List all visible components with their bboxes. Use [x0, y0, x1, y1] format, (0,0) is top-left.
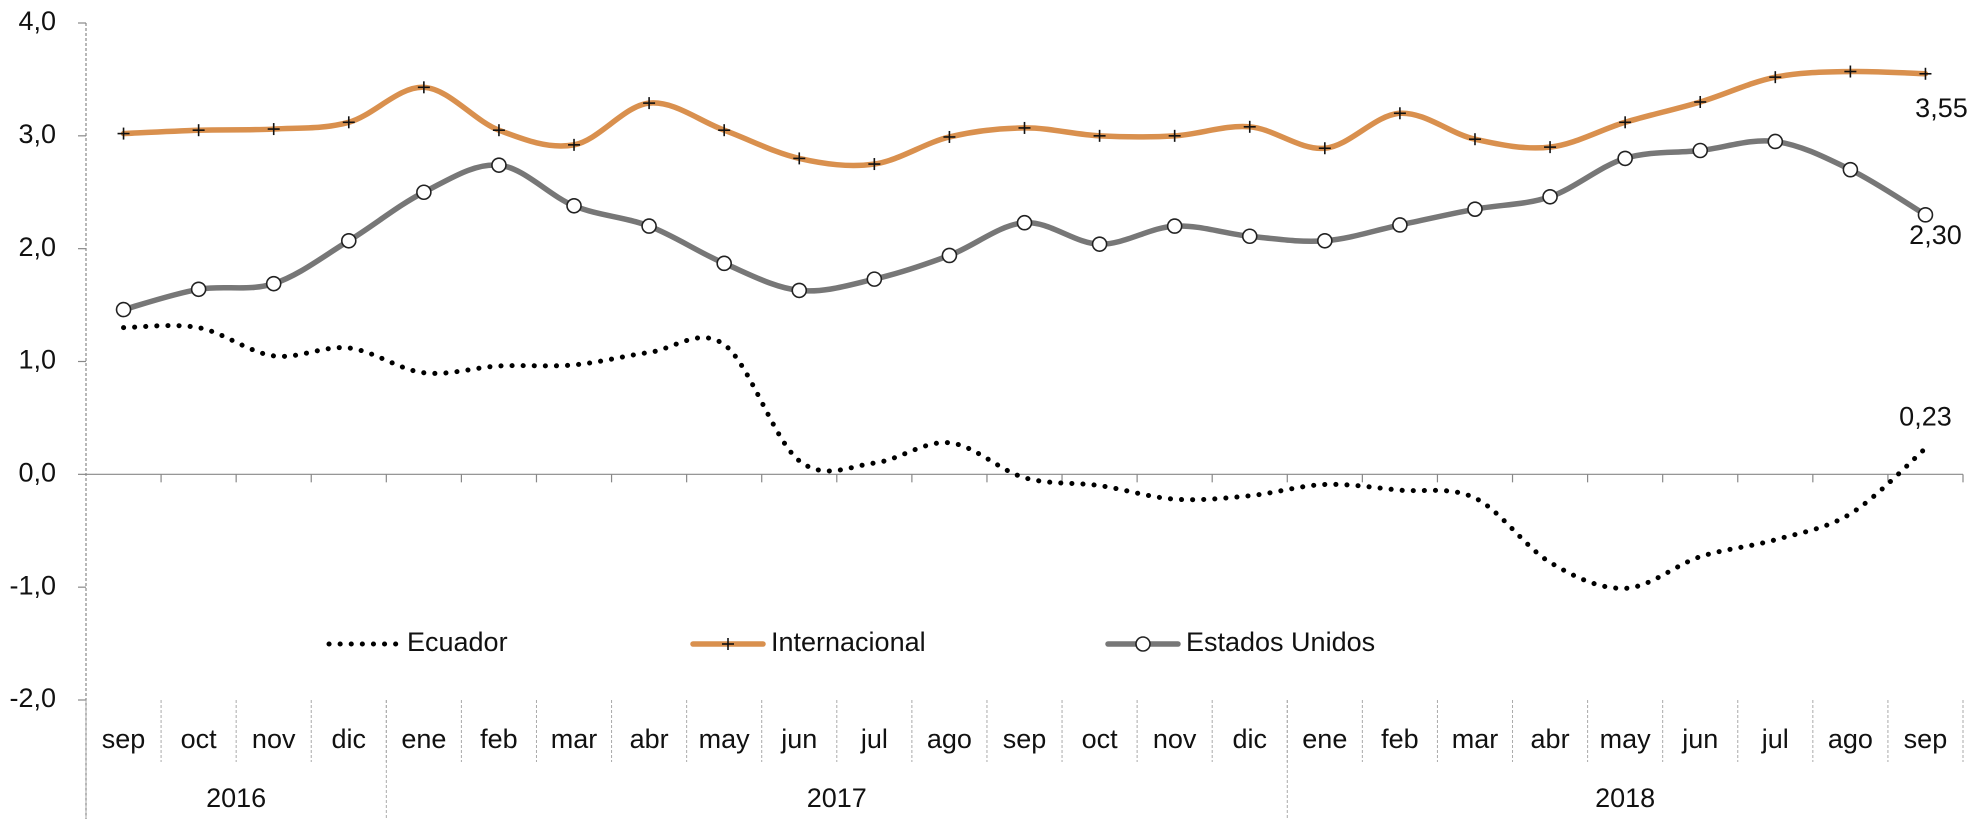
x-tick-label: abr — [1531, 724, 1570, 754]
x-tick-label: oct — [1082, 724, 1119, 754]
point-marker — [1243, 120, 1256, 133]
x-tick-label: ago — [1828, 724, 1873, 754]
point-marker — [1166, 218, 1183, 234]
point-marker — [868, 158, 881, 171]
legend-item: Ecuador — [326, 627, 508, 657]
point-marker — [1694, 95, 1707, 108]
point-marker — [491, 157, 507, 173]
point-marker — [1093, 129, 1106, 142]
x-tick-label: ene — [401, 724, 446, 754]
point-marker — [115, 301, 132, 318]
y-tick-label: 3,0 — [18, 119, 56, 149]
point-marker — [1919, 67, 1932, 80]
point-marker — [941, 247, 958, 264]
year-label: 2017 — [807, 783, 867, 813]
legend-item: Estados Unidos — [1105, 627, 1375, 657]
point-marker — [1468, 133, 1481, 146]
point-marker — [417, 81, 430, 94]
point-marker — [1767, 133, 1784, 150]
x-tick-label: may — [699, 724, 751, 754]
y-tick-label: 1,0 — [18, 345, 56, 375]
x-tick-label: ago — [927, 724, 972, 754]
point-marker — [340, 232, 357, 249]
x-tick-label: sep — [1003, 724, 1047, 754]
point-marker — [1135, 636, 1151, 652]
y-tick-label: -1,0 — [9, 570, 56, 600]
point-marker — [1317, 232, 1333, 249]
point-marker — [716, 255, 732, 272]
year-label: 2016 — [206, 783, 266, 813]
point-marker — [643, 97, 656, 110]
point-marker — [1542, 188, 1558, 205]
x-tick-label: oct — [181, 724, 218, 754]
point-marker — [1692, 142, 1709, 159]
x-tick-label: jul — [1761, 724, 1789, 754]
point-marker — [722, 638, 734, 650]
legend-label: Ecuador — [407, 627, 508, 657]
x-tick-label: feb — [1381, 724, 1419, 754]
point-marker — [943, 130, 956, 143]
x-tick-label: jul — [860, 724, 888, 754]
x-tick-label: nov — [1153, 724, 1197, 754]
point-marker — [1467, 201, 1483, 217]
point-marker — [1769, 71, 1782, 84]
y-tick-label: -2,0 — [9, 683, 56, 713]
legend-item: Internacional — [690, 627, 926, 657]
x-tick-label: jun — [1681, 724, 1718, 754]
point-marker — [265, 275, 282, 292]
point-marker — [793, 152, 806, 165]
value-label: 0,23 — [1899, 402, 1952, 432]
point-marker — [718, 124, 731, 137]
point-marker — [267, 123, 280, 136]
x-tick-label: abr — [630, 724, 669, 754]
point-marker — [117, 127, 130, 140]
x-tick-label: mar — [1452, 724, 1499, 754]
y-tick-label: 4,0 — [18, 6, 56, 36]
x-tick-label: nov — [252, 724, 296, 754]
point-marker — [1842, 161, 1859, 178]
point-marker — [1619, 116, 1632, 129]
point-marker — [1544, 141, 1557, 154]
series-line — [121, 323, 1928, 591]
x-tick-label: sep — [102, 724, 146, 754]
point-marker — [192, 124, 205, 137]
point-marker — [568, 138, 581, 151]
x-tick-label: jun — [780, 724, 817, 754]
legend-label: Estados Unidos — [1186, 627, 1375, 657]
point-marker — [566, 197, 582, 214]
value-label: 3,55 — [1915, 93, 1968, 123]
point-marker — [1917, 207, 1934, 223]
point-marker — [641, 218, 657, 234]
x-tick-label: ene — [1302, 724, 1347, 754]
point-marker — [1168, 129, 1181, 142]
x-tick-label: may — [1600, 724, 1652, 754]
x-tick-label: dic — [332, 724, 367, 754]
value-label: 2,30 — [1909, 220, 1962, 250]
point-marker — [342, 116, 355, 129]
point-marker — [1318, 142, 1331, 155]
point-marker — [1392, 217, 1408, 233]
x-tick-label: dic — [1232, 724, 1267, 754]
x-tick-label: feb — [480, 724, 518, 754]
point-marker — [791, 282, 808, 299]
point-marker — [1018, 121, 1031, 134]
point-marker — [1241, 228, 1258, 245]
year-label: 2018 — [1595, 783, 1655, 813]
point-marker — [1016, 214, 1033, 231]
point-marker — [1617, 150, 1633, 167]
point-marker — [1091, 236, 1108, 252]
point-marker — [492, 124, 505, 137]
point-marker — [416, 184, 432, 201]
point-marker — [866, 271, 883, 287]
point-marker — [1393, 107, 1406, 120]
x-tick-label: sep — [1904, 724, 1948, 754]
y-tick-label: 2,0 — [18, 232, 56, 262]
y-tick-label: 0,0 — [18, 457, 56, 487]
x-tick-label: mar — [551, 724, 598, 754]
point-marker — [190, 281, 207, 298]
point-marker — [1844, 65, 1857, 78]
legend-label: Internacional — [771, 627, 926, 657]
